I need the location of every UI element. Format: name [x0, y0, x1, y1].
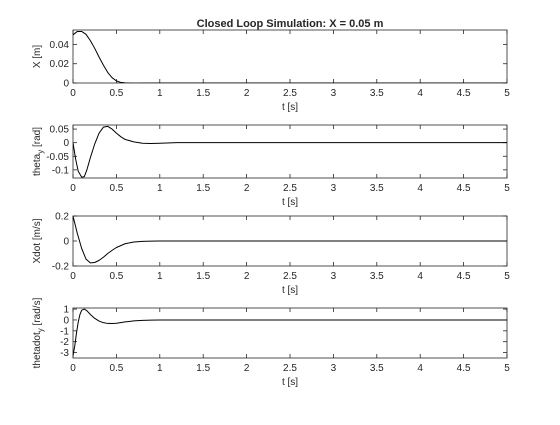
x-tick-label: 2.5 — [283, 183, 297, 194]
x-tick-label: 1.5 — [196, 88, 210, 99]
x-tick-label: 3 — [331, 183, 337, 194]
x-tick-label: 1.5 — [196, 271, 210, 282]
x-tick-label: 4.5 — [457, 183, 471, 194]
series-line-1 — [73, 125, 507, 178]
x-tick-label: 2 — [244, 271, 250, 282]
subplot-4: 0 0.5 1 1.5 2 2.5 3 3.5 4 4.5 510-1-2-3t [s]thetad… — [32, 297, 510, 388]
y-tick-label: -0.05 — [46, 152, 69, 163]
x-tick-label: 1 — [157, 183, 163, 194]
y-tick-label: -0.1 — [52, 165, 70, 176]
y-tick-label: -0.2 — [52, 262, 70, 273]
x-tick-label: 0.5 — [109, 271, 123, 282]
x-tick-label: 4 — [417, 183, 423, 194]
y-tick-label: -3 — [60, 348, 69, 359]
x-tick-label: 5 — [504, 183, 510, 194]
y-tick-label: 0.05 — [50, 125, 70, 136]
x-tick-label: 3.5 — [370, 88, 384, 99]
x-tick-label: 5 — [504, 88, 510, 99]
x-tick-label: 5 — [504, 363, 510, 374]
x-tick-label: 1.5 — [196, 183, 210, 194]
y-tick-label: 0.2 — [55, 212, 69, 223]
series-line-1 — [73, 216, 507, 264]
x-tick-label: 1 — [157, 88, 163, 99]
x-tick-label: 0 — [70, 363, 76, 374]
x-axis-label: t [s] — [282, 102, 298, 113]
x-tick-label: 1 — [157, 363, 163, 374]
x-tick-label: 3 — [331, 88, 337, 99]
x-tick-label: 0 — [70, 88, 76, 99]
y-axis-label: thetay [rad] — [32, 127, 45, 176]
x-tick-label: 4 — [417, 88, 423, 99]
y-tick-label: 0.02 — [50, 59, 70, 70]
y-axis-label-main: thetadot — [32, 332, 43, 368]
x-axis-label: t [s] — [282, 285, 298, 296]
x-tick-label: 1.5 — [196, 363, 210, 374]
x-tick-label: 3.5 — [370, 183, 384, 194]
y-tick-label: -1 — [60, 326, 69, 337]
y-tick-label: 0.04 — [50, 40, 70, 51]
axes-box — [72, 307, 508, 359]
y-axis-label-unit: [rad/s] — [32, 297, 43, 328]
y-axis-label-main: theta — [32, 153, 43, 176]
x-tick-label: 3.5 — [370, 271, 384, 282]
x-axis-label: t [s] — [282, 377, 298, 388]
x-tick-label: 3.5 — [370, 363, 384, 374]
series-line-1 — [73, 308, 507, 356]
x-tick-label: 1 — [157, 271, 163, 282]
figure-title: Closed Loop Simulation: X = 0.05 m — [197, 18, 384, 30]
y-tick-label: 0 — [63, 138, 69, 149]
y-tick-label: 0 — [63, 79, 69, 90]
y-axis-label-subscript: y — [36, 328, 45, 332]
x-axis-label: t [s] — [282, 197, 298, 208]
x-tick-label: 4.5 — [457, 363, 471, 374]
x-tick-label: 0.5 — [109, 88, 123, 99]
x-tick-label: 2.5 — [283, 271, 297, 282]
subplot-1: 0 0.5 1 1.5 2 2.5 3 3.5 4 4.5 5 0 0.02 0.04 t [s] X [m] — [32, 29, 510, 113]
x-tick-label: 3 — [331, 363, 337, 374]
axes-box — [72, 124, 508, 179]
x-tick-label: 4.5 — [457, 88, 471, 99]
y-tick-label: 0 — [63, 315, 69, 326]
axes-box — [72, 29, 508, 84]
x-tick-label: 2 — [244, 183, 250, 194]
y-axis-label-main: X [m] — [32, 45, 43, 69]
x-tick-label: 2 — [244, 363, 250, 374]
x-tick-label: 4 — [417, 271, 423, 282]
series-line-1 — [73, 30, 507, 83]
x-tick-label: 2 — [244, 88, 250, 99]
x-tick-label: 2.5 — [283, 88, 297, 99]
y-axis-label: Xdot [m/s] — [32, 218, 43, 263]
x-tick-label: 5 — [504, 271, 510, 282]
x-tick-label: 0 — [70, 183, 76, 194]
x-tick-label: 4 — [417, 363, 423, 374]
y-tick-label: -2 — [60, 337, 69, 348]
x-tick-label: 0 — [70, 271, 76, 282]
x-tick-label: 0.5 — [109, 363, 123, 374]
x-tick-label: 0.5 — [109, 183, 123, 194]
x-tick-label: 2.5 — [283, 363, 297, 374]
y-tick-label: 1 — [63, 305, 69, 316]
y-tick-label: 0 — [63, 237, 69, 248]
subplot-3: 0 0.5 1 1.5 2 2.5 3 3.5 4 4.5 50.20-0.2t [s]Xdot [… — [32, 212, 510, 297]
x-tick-label: 4.5 — [457, 271, 471, 282]
y-axis-label-unit: [rad] — [32, 127, 43, 150]
x-tick-label: 3 — [331, 271, 337, 282]
y-axis-label-main: Xdot [m/s] — [32, 218, 43, 263]
y-axis-label: thetadoty [rad/s] — [32, 297, 45, 368]
y-axis-label: X [m] — [32, 45, 43, 69]
y-axis-label-subscript: y — [36, 150, 45, 154]
subplot-2: 0 0.5 1 1.5 2 2.5 3 3.5 4 4.5 5 0.05 0 -0.05 -0.1 t [s]… — [32, 125, 510, 208]
